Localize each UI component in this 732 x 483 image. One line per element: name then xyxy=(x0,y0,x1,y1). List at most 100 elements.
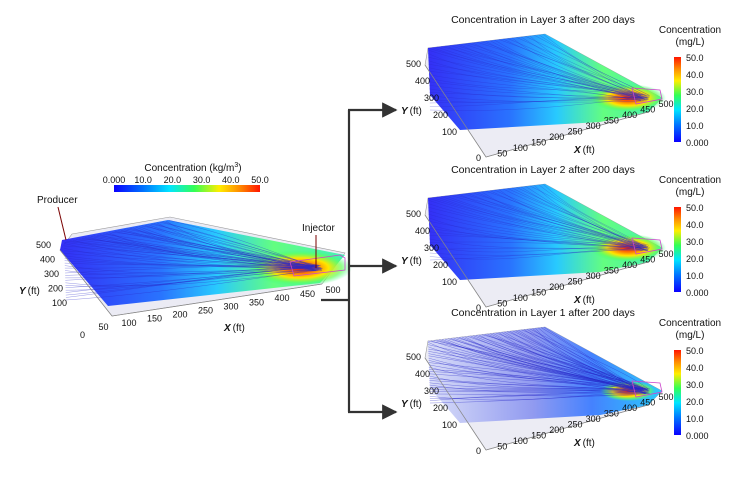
layer-colorbar-tick: 50.0 xyxy=(686,203,704,213)
layer-y-tick: 200 xyxy=(433,260,448,270)
layer-panel-title: Concentration in Layer 3 after 200 days xyxy=(451,14,635,26)
streamline xyxy=(429,92,648,100)
layer-colorbar-tick: 30.0 xyxy=(686,237,704,247)
streamline xyxy=(429,373,648,390)
streamline xyxy=(168,219,318,269)
streamline xyxy=(529,35,644,100)
layer-origin-label: 0 xyxy=(476,153,481,163)
layer-x-edge xyxy=(485,111,649,158)
layer-y-tick: 100 xyxy=(442,420,457,430)
layer-x-tick: 250 xyxy=(567,277,582,287)
streamline xyxy=(436,196,648,251)
main-origin-label: 0 xyxy=(80,330,85,340)
layer-panels: Concentration in Layer 3 after 200 days 5… xyxy=(401,14,721,456)
streamline xyxy=(65,268,322,287)
main-y-tick: 400 xyxy=(40,255,55,265)
layer-colorbar-tick: 50.0 xyxy=(686,53,704,63)
streamline xyxy=(543,326,644,391)
y-axis-unit: (ft) xyxy=(410,106,422,117)
layer-colorbar-tick: 0.000 xyxy=(686,431,709,441)
layer-y-tick: 200 xyxy=(433,403,448,413)
streamline xyxy=(429,245,641,253)
streamline xyxy=(429,235,650,248)
layer-colorbar-title-line1: Concentration xyxy=(659,318,721,329)
layer-panel-title: Concentration in Layer 1 after 200 days xyxy=(451,307,635,319)
streamline xyxy=(135,226,322,270)
streamline xyxy=(153,223,316,272)
streamline xyxy=(492,333,650,390)
layer-colorbar-tick: 40.0 xyxy=(686,220,704,230)
layer-y-tick: 100 xyxy=(442,127,457,137)
streamline xyxy=(428,63,647,98)
main-x-tick: 150 xyxy=(147,314,162,324)
layer-colorbar-tick: 10.0 xyxy=(686,271,704,281)
layer-origin-label: 0 xyxy=(476,303,481,313)
layer-colorbar-tick: 20.0 xyxy=(686,104,704,114)
layer-x-tick: 150 xyxy=(531,288,546,298)
main-colorbar-ticks: 0.000 10.0 20.0 30.0 40.0 50.0 xyxy=(103,175,269,185)
streamline xyxy=(429,81,645,101)
streamline xyxy=(529,328,648,389)
layer-y-axis-title: Y (ft) xyxy=(401,106,422,117)
layer-x-tick: 450 xyxy=(640,398,655,408)
streamline xyxy=(429,97,642,111)
layer-colorbar-tick: 50.0 xyxy=(686,346,704,356)
streamline xyxy=(427,197,649,251)
streamline xyxy=(144,224,320,268)
x-axis-name: X xyxy=(573,295,582,306)
layer-colorbar-tick: 40.0 xyxy=(686,363,704,373)
streamline xyxy=(429,384,643,393)
streamline xyxy=(534,35,645,101)
streamline xyxy=(487,333,644,393)
layer-colorbar-tick: 20.0 xyxy=(686,254,704,264)
layer-colorbar xyxy=(674,207,681,292)
main-colorbar xyxy=(114,185,260,192)
streamline xyxy=(489,190,648,247)
streamline xyxy=(458,194,647,251)
layer-x-tick: 500 xyxy=(658,249,673,259)
layer-x-tick: 250 xyxy=(567,420,582,430)
streamline xyxy=(445,45,641,96)
main-x-tick: 200 xyxy=(172,310,187,320)
streamline xyxy=(429,393,646,397)
streamline xyxy=(450,195,642,251)
layer-y-tick: 500 xyxy=(406,59,421,69)
layer-x-tick: 500 xyxy=(658,99,673,109)
streamline xyxy=(526,329,643,393)
layer-colorbar-title-line2: (mg/L) xyxy=(676,37,705,48)
layer-y-edge xyxy=(424,357,487,451)
streamline xyxy=(64,250,321,268)
streamline xyxy=(494,39,641,101)
layer-x-tick: 250 xyxy=(567,127,582,137)
y-axis-unit: (ft) xyxy=(410,399,422,410)
streamline xyxy=(429,247,641,256)
streamline xyxy=(65,269,316,301)
streamline xyxy=(472,42,644,100)
streamline xyxy=(476,191,647,249)
streamline xyxy=(428,369,641,389)
layer-y-tick: 300 xyxy=(424,93,439,103)
layer-colorbar xyxy=(674,57,681,142)
y-axis-name: Y xyxy=(401,256,409,267)
layer-x-tick: 450 xyxy=(640,255,655,265)
layer-injector-well xyxy=(631,237,663,255)
streamline xyxy=(429,96,649,107)
layer-y-tick: 400 xyxy=(415,76,430,86)
streamline xyxy=(543,34,651,97)
streamline xyxy=(64,257,314,270)
layer-streamlines xyxy=(427,34,651,111)
streamline xyxy=(498,189,642,247)
y-axis-name: Y xyxy=(401,106,409,117)
streamline xyxy=(450,45,647,101)
layer-x-tick: 350 xyxy=(604,266,619,276)
streamline xyxy=(501,332,650,391)
main-x-tick: 350 xyxy=(249,297,264,307)
layer-x-tick: 100 xyxy=(513,436,528,446)
main-y-edge xyxy=(59,249,113,317)
layer-x-tick: 450 xyxy=(640,105,655,115)
streamline xyxy=(429,88,648,99)
layer-colorbar-title-line2: (mg/L) xyxy=(676,330,705,341)
streamline xyxy=(543,184,645,247)
streamline xyxy=(467,42,641,101)
main-y-tick: 300 xyxy=(44,269,59,279)
